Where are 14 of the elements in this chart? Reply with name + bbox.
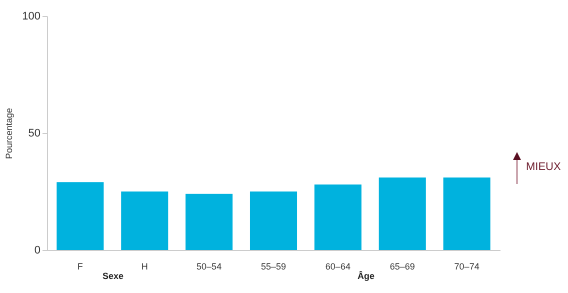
x-tick-label: 70–74 [454,262,480,272]
y-tick-label: 0 [34,244,40,256]
y-axis-title: Pourcentage [4,108,14,160]
y-tick-label: 100 [22,10,40,22]
y-tick-label: 50 [28,128,40,140]
x-tick-label: 60–64 [325,262,350,272]
x-tick-label: 55–59 [260,262,286,272]
x-tick-label: 65–69 [390,262,415,272]
text: Âge [357,271,375,281]
text: Sexe [102,271,124,281]
x-tick-label: 50–54 [196,262,222,272]
x-tick-label: F [77,262,84,272]
text: MIEUX [526,161,561,173]
x-tick-label: H [141,262,148,272]
